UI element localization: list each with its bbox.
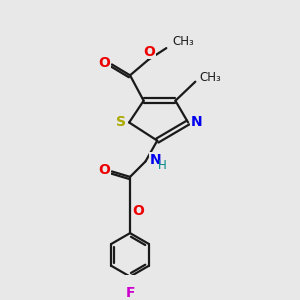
Text: O: O [99,56,111,70]
Text: O: O [143,45,155,59]
Text: O: O [132,204,144,218]
Text: N: N [150,153,162,167]
Text: CH₃: CH₃ [200,70,222,84]
Text: CH₃: CH₃ [173,35,194,48]
Text: H: H [158,159,167,172]
Text: O: O [99,163,111,177]
Text: S: S [116,116,126,130]
Text: F: F [125,286,135,300]
Text: N: N [190,116,202,130]
